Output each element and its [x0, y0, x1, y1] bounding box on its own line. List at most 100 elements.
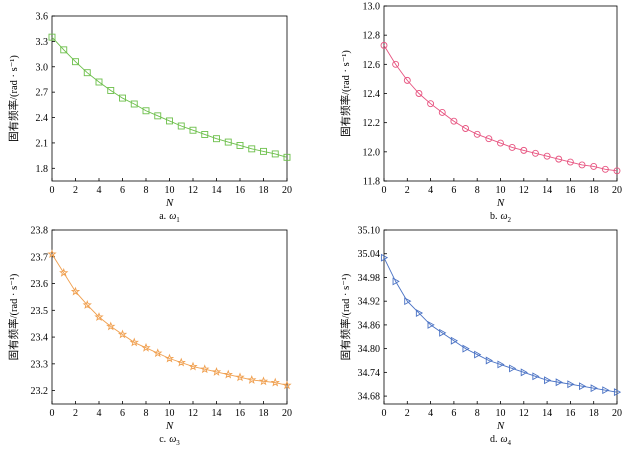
data-point: [404, 297, 412, 306]
data-point: [224, 138, 232, 146]
y-tick-label: 13.0: [363, 2, 381, 13]
y-tick-label: 23.4: [31, 333, 49, 344]
y-tick-label: 34.74: [358, 368, 381, 379]
x-tick-label: 20: [612, 408, 622, 419]
x-tick-label: 20: [282, 408, 292, 419]
panel-caption: a. ω1: [159, 211, 180, 224]
data-point: [392, 60, 400, 68]
y-tick-label: 12.2: [363, 118, 381, 129]
x-tick-label: 14: [542, 185, 552, 196]
data-point: [176, 357, 186, 367]
x-tick-label: 0: [382, 185, 387, 196]
panel-caption: c. ω3: [159, 434, 180, 447]
data-point: [474, 350, 482, 359]
y-tick-label: 34.80: [358, 344, 381, 355]
x-tick-label: 16: [235, 408, 245, 419]
data-point: [439, 328, 447, 337]
x-tick-label: 6: [451, 185, 456, 196]
data-point: [613, 388, 622, 397]
data-point: [271, 150, 279, 158]
caption-prefix: c.: [159, 434, 166, 445]
data-point: [60, 46, 68, 54]
caption-subscript: 2: [508, 216, 512, 224]
y-tick-label: 34.68: [358, 392, 381, 403]
y-tick-label: 34.92: [358, 297, 381, 308]
x-axis-label: N: [496, 420, 505, 432]
y-tick-label: 23.5: [31, 306, 49, 317]
x-tick-label: 0: [50, 408, 55, 419]
data-point: [177, 122, 185, 130]
data-point: [392, 277, 400, 286]
caption-subscript: 1: [176, 216, 180, 224]
x-tick-label: 8: [475, 408, 480, 419]
data-point: [213, 135, 220, 143]
y-tick-label: 12.8: [363, 31, 381, 42]
data-point: [403, 76, 411, 84]
data-point: [260, 147, 267, 155]
data-point: [188, 361, 198, 371]
data-point: [450, 336, 459, 345]
y-axis-label: 固有频率/(rad · s⁻¹): [7, 273, 20, 360]
y-tick-label: 12.4: [363, 89, 381, 100]
x-tick-label: 2: [73, 408, 78, 419]
caption-symbol: ω: [500, 434, 507, 445]
y-axis-label: 固有频率/(rad · s⁻¹): [7, 55, 20, 142]
y-tick-label: 23.3: [31, 359, 49, 370]
y-tick-label: 23.8: [31, 226, 49, 237]
x-tick-label: 8: [475, 185, 480, 196]
x-tick-label: 10: [496, 185, 506, 196]
data-point: [247, 375, 257, 384]
y-tick-label: 2.1: [36, 138, 49, 149]
y-tick-label: 35.04: [358, 249, 381, 260]
x-tick-label: 14: [212, 408, 222, 419]
data-point: [497, 360, 505, 369]
data-point: [520, 368, 528, 377]
data-point: [520, 146, 528, 154]
x-tick-label: 18: [589, 408, 599, 419]
data-point: [567, 380, 575, 389]
data-point: [107, 87, 115, 94]
data-point: [415, 309, 424, 318]
y-tick-label: 3.0: [36, 62, 49, 73]
data-point: [119, 94, 126, 102]
data-point: [555, 155, 563, 163]
data-point: [450, 117, 458, 125]
x-axis-label: N: [496, 197, 505, 209]
data-point: [544, 376, 552, 385]
data-point: [508, 144, 516, 151]
data-point: [566, 158, 574, 166]
x-tick-label: 18: [589, 185, 599, 196]
y-tick-label: 2.7: [36, 88, 49, 99]
y-tick-label: 1.8: [36, 164, 49, 175]
x-tick-label: 8: [144, 408, 149, 419]
y-tick-label: 34.86: [358, 320, 381, 331]
data-point: [141, 342, 151, 352]
plot-frame: [383, 229, 618, 405]
x-axis-label: N: [165, 420, 174, 432]
x-tick-label: 14: [542, 408, 552, 419]
chart-panel: 0 2 4 6 8 10 12 14 16 18 20 1.8 2.1 2.4 2.7 3.0 3.3 3.6 N 固…: [7, 12, 292, 225]
data-point: [189, 126, 197, 134]
data-point: [270, 377, 280, 387]
x-tick-label: 2: [405, 408, 410, 419]
data-point: [283, 153, 291, 161]
data-point: [590, 162, 598, 170]
data-point: [438, 109, 446, 116]
series-line: [51, 253, 288, 386]
data-point: [485, 356, 493, 365]
data-point: [248, 145, 256, 153]
data-point: [200, 364, 210, 374]
data-point: [380, 41, 388, 49]
data-point: [142, 107, 150, 115]
y-tick-label: 34.98: [358, 273, 381, 284]
x-tick-label: 6: [451, 408, 456, 419]
y-tick-label: 23.7: [31, 252, 49, 263]
data-point: [201, 131, 209, 138]
x-tick-label: 6: [120, 185, 125, 196]
y-tick-label: 2.4: [36, 113, 49, 124]
x-tick-label: 8: [144, 185, 149, 196]
y-tick-label: 23.6: [31, 279, 49, 290]
data-point: [59, 267, 69, 277]
x-tick-label: 2: [405, 185, 410, 196]
